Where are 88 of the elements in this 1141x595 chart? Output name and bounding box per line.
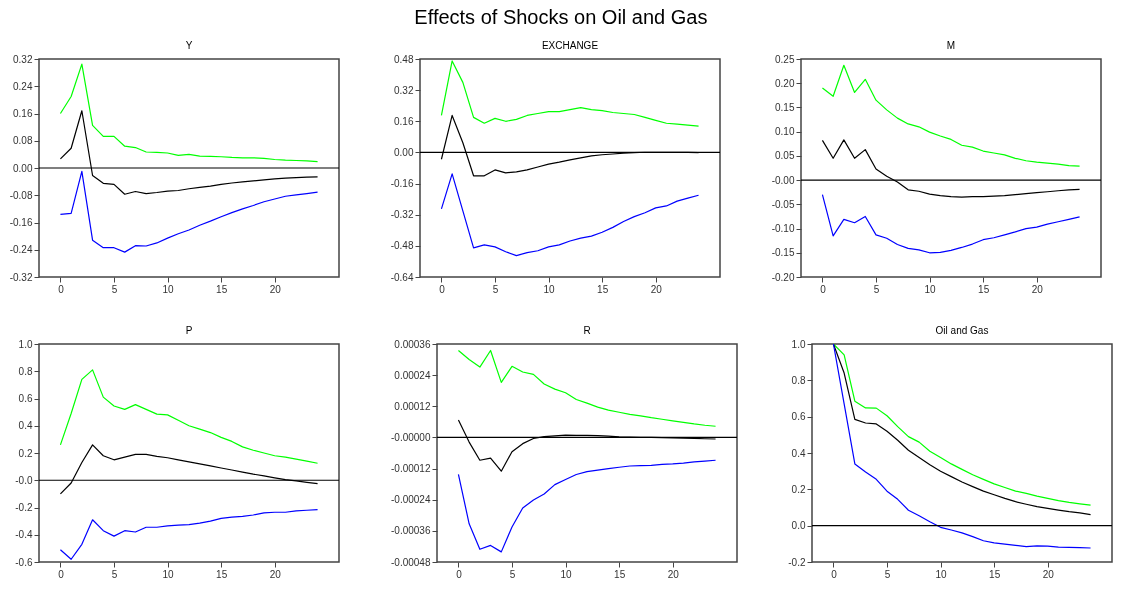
x-tick-label: 0: [58, 283, 65, 295]
y-tick-label: 0.2: [18, 447, 33, 459]
chart-title: Oil and Gas: [935, 325, 989, 336]
x-tick-label: 20: [650, 283, 663, 295]
y-tick-label: 0.05: [775, 150, 795, 162]
y-tick-label: -0.00036: [391, 525, 431, 537]
y-tick-label: -0.00024: [391, 494, 431, 506]
x-tick-label: 15: [978, 283, 990, 295]
y-tick-label: 0.08: [13, 135, 33, 147]
chart-title: P: [185, 325, 193, 336]
y-tick-label: 0.15: [775, 101, 795, 113]
chart-title: EXCHANGE: [541, 40, 599, 51]
x-tick-label: 15: [216, 568, 228, 580]
x-tick-label: 5: [884, 568, 891, 580]
x-tick-label: 5: [492, 283, 499, 295]
y-tick-label: 0.6: [18, 393, 33, 404]
x-tick-label: 10: [560, 568, 573, 580]
y-tick-label: -0.48: [390, 240, 414, 252]
y-tick-label: 0.8: [791, 374, 806, 386]
y-tick-label: 0.20: [775, 77, 795, 89]
x-tick-label: 0: [820, 283, 827, 295]
y-tick-label: 0.00024: [394, 369, 431, 381]
x-tick-label: 10: [935, 568, 948, 580]
y-tick-label: 0.25: [775, 53, 795, 65]
x-tick-label: 15: [614, 568, 626, 580]
x-tick-label: 0: [439, 283, 446, 295]
x-tick-label: 5: [509, 568, 516, 580]
y-tick-label: 0.24: [13, 80, 33, 92]
x-tick-label: 5: [111, 568, 118, 580]
x-tick-label: 15: [989, 568, 1001, 580]
x-tick-label: 10: [543, 283, 556, 295]
x-tick-label: 15: [216, 283, 228, 295]
y-tick-label: -0.6: [15, 556, 33, 568]
y-tick-label: 0.8: [18, 365, 33, 377]
y-tick-label: -0.15: [771, 247, 795, 259]
x-tick-label: 10: [162, 283, 175, 295]
y-tick-label: -0.24: [9, 244, 33, 256]
chart-title: R: [583, 325, 591, 336]
x-tick-label: 10: [924, 283, 937, 295]
y-tick-label: 0.00012: [394, 400, 431, 412]
x-tick-label: 10: [162, 568, 175, 580]
y-tick-label: 0.6: [791, 411, 806, 423]
y-tick-label: -0.2: [15, 502, 33, 513]
y-tick-label: -0.00048: [391, 556, 431, 568]
x-tick-label: 0: [456, 568, 463, 580]
x-tick-label: 15: [597, 283, 609, 295]
y-tick-label: -0.05: [771, 198, 795, 210]
x-tick-label: 20: [269, 283, 282, 295]
y-tick-label: -0.4: [15, 529, 33, 541]
chart-title: Y: [185, 40, 193, 51]
y-tick-label: 0.32: [394, 84, 414, 96]
y-tick-label: -0.20: [771, 271, 795, 283]
x-tick-label: 20: [667, 568, 680, 580]
y-tick-label: 0.0: [791, 520, 806, 532]
y-tick-label: -0.00012: [391, 463, 431, 475]
y-tick-label: 0.32: [13, 53, 33, 65]
x-tick-label: 0: [831, 568, 838, 580]
x-tick-label: 5: [873, 283, 880, 295]
y-tick-label: 0.00: [13, 162, 33, 174]
y-tick-label: 1.0: [18, 338, 33, 350]
y-tick-label: -0.16: [390, 178, 414, 190]
y-tick-label: -0.00: [771, 174, 795, 186]
y-tick-label: -0.16: [9, 217, 33, 228]
y-tick-label: -0.64: [390, 271, 414, 283]
y-tick-label: -0.00000: [391, 431, 431, 443]
y-tick-label: -0.0: [15, 474, 33, 486]
y-tick-label: -0.32: [9, 271, 33, 283]
text: Effects of Shocks on Oil and Gas: [414, 6, 708, 29]
y-tick-label: 0.48: [394, 53, 414, 65]
y-tick-label: 0.16: [394, 115, 414, 127]
y-tick-label: 0.16: [13, 108, 33, 119]
y-tick-label: -0.32: [390, 209, 414, 221]
x-tick-label: 20: [1031, 283, 1044, 295]
y-tick-label: -0.2: [788, 556, 806, 568]
x-tick-label: 5: [111, 283, 118, 295]
y-tick-label: 0.4: [791, 447, 806, 459]
x-tick-label: 20: [269, 568, 282, 580]
x-tick-label: 0: [58, 568, 65, 580]
y-tick-label: 1.0: [791, 338, 806, 350]
x-tick-label: 20: [1042, 568, 1055, 580]
y-tick-label: 0.00: [394, 146, 414, 158]
y-tick-label: -0.10: [771, 223, 795, 235]
y-tick-label: -0.08: [9, 189, 33, 201]
chart-title: M: [946, 40, 956, 51]
y-tick-label: 0.00036: [394, 338, 431, 350]
y-tick-label: 0.10: [775, 126, 795, 138]
y-tick-label: 0.2: [791, 483, 806, 495]
y-tick-label: 0.4: [18, 420, 33, 432]
